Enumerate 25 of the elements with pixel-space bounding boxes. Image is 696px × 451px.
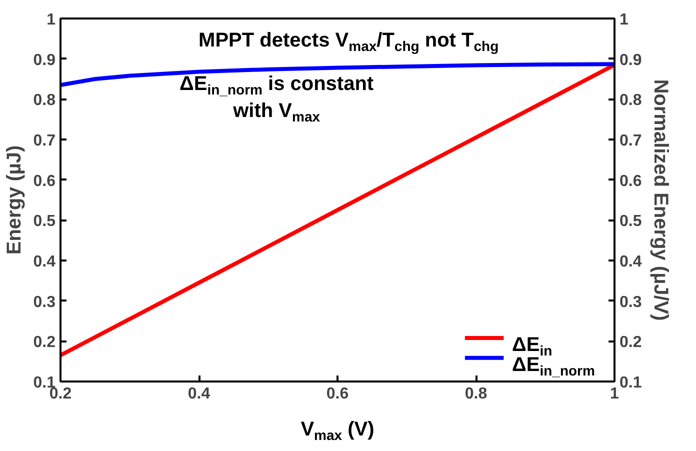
y-tick-label: 0.4 (33, 254, 56, 270)
y2-tick-label: 0.4 (620, 254, 642, 270)
y-axis-title: Energy (µJ) (3, 145, 26, 255)
y2-tick-label: 0.3 (620, 294, 642, 311)
y2-tick-label: 1 (620, 12, 628, 28)
y-tick-label: 0.5 (33, 213, 56, 230)
y-tick-label: 0.7 (33, 132, 56, 150)
x-tick-label: 1 (610, 386, 620, 402)
x-tick-label: 0.4 (188, 386, 210, 402)
y-tick-label: 1 (46, 12, 56, 28)
y2-tick-label: 0.8 (620, 92, 642, 110)
y2-tick-label: 0.6 (620, 172, 642, 190)
y-tick-label: 0.8 (33, 92, 56, 110)
x-tick-label: 0.8 (464, 386, 488, 402)
y2-tick-label: 0.5 (620, 213, 642, 230)
y2-tick-label: 0.1 (620, 374, 642, 392)
y2-tick-label: 0.2 (620, 334, 642, 352)
y2-tick-label: 0.7 (620, 132, 642, 150)
y-tick-label: 0.6 (33, 172, 56, 190)
y-tick-label: 0.2 (33, 334, 56, 352)
y2-axis-title: Normalized Energy (µJ/V) (650, 79, 672, 321)
x-tick-label: 0.6 (326, 386, 349, 402)
y-tick-label: 0.9 (33, 52, 56, 69)
y-tick-label: 0.3 (33, 294, 56, 311)
y2-tick-label: 0.9 (620, 52, 642, 69)
